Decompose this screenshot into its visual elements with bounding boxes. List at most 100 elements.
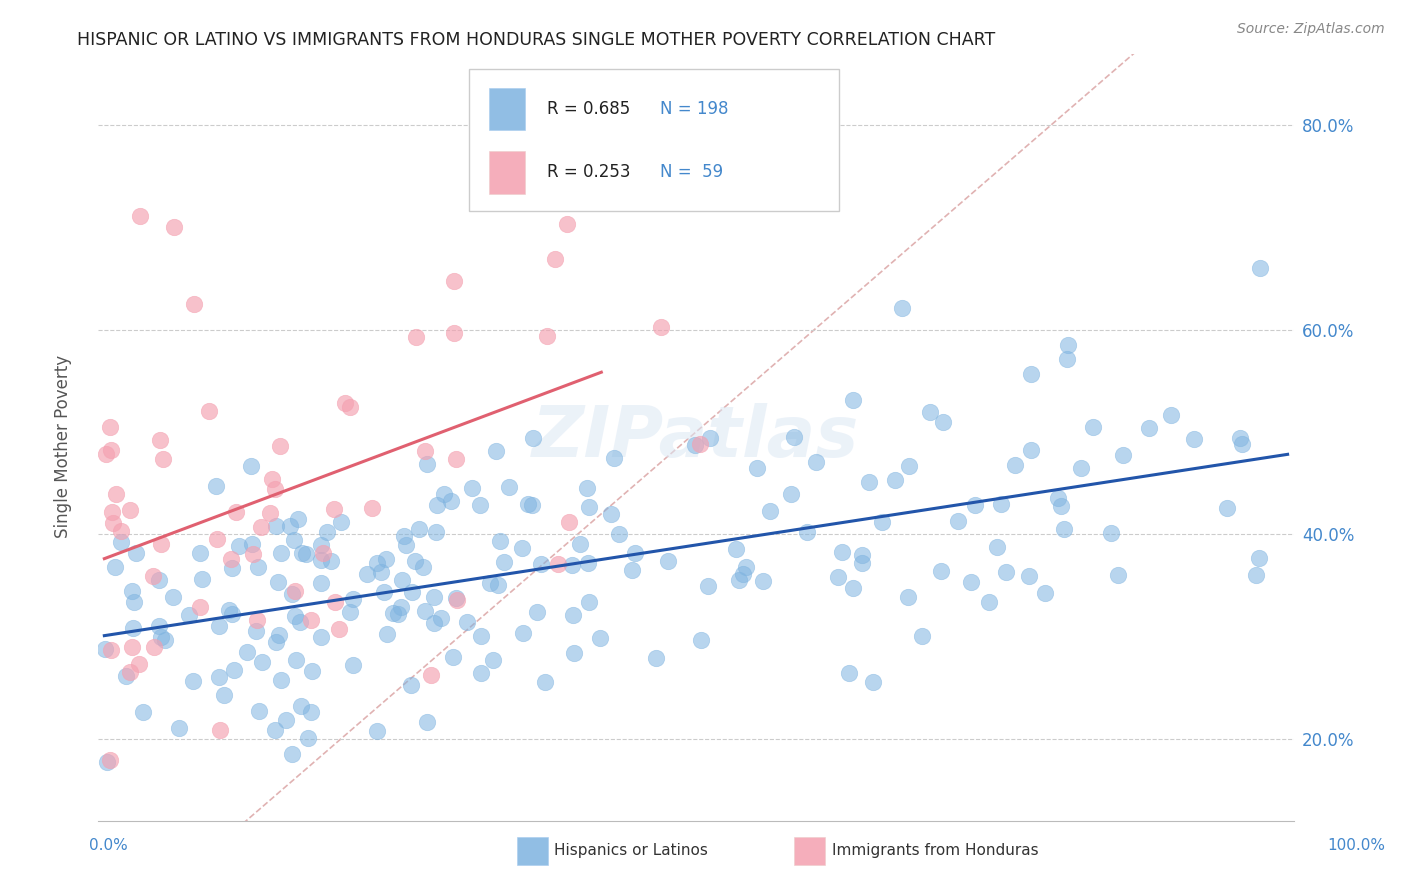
Point: [219, 552, 242, 566]
Point: [918, 405, 941, 419]
Point: [512, 626, 534, 640]
Point: [342, 658, 364, 673]
Point: [246, 613, 269, 627]
Point: [208, 669, 231, 683]
Point: [392, 528, 415, 542]
Text: HISPANIC OR LATINO VS IMMIGRANTS FROM HONDURAS SINGLE MOTHER POVERTY CORRELATION: HISPANIC OR LATINO VS IMMIGRANTS FROM HO…: [77, 31, 995, 49]
Point: [444, 591, 467, 605]
Point: [1229, 431, 1251, 445]
Point: [1047, 491, 1070, 505]
Point: [328, 623, 350, 637]
Point: [104, 559, 127, 574]
Point: [842, 392, 865, 407]
Point: [1137, 421, 1160, 435]
Text: Immigrants from Honduras: Immigrants from Honduras: [832, 844, 1039, 858]
Point: [104, 487, 127, 501]
Point: [333, 396, 356, 410]
Point: [468, 499, 491, 513]
Point: [1244, 567, 1267, 582]
Text: 0.0%: 0.0%: [89, 838, 128, 853]
Point: [221, 607, 243, 621]
Point: [430, 610, 453, 624]
Point: [120, 503, 142, 517]
Point: [291, 546, 314, 560]
Point: [858, 475, 880, 490]
Point: [831, 545, 853, 559]
Text: 100.0%: 100.0%: [1327, 838, 1385, 853]
Point: [1070, 461, 1092, 475]
Text: Single Mother Poverty: Single Mother Poverty: [55, 354, 72, 538]
Point: [543, 252, 565, 266]
Point: [870, 515, 893, 529]
Point: [395, 538, 418, 552]
Point: [752, 574, 775, 588]
Point: [323, 594, 346, 608]
Point: [294, 547, 316, 561]
Point: [735, 559, 758, 574]
Point: [167, 721, 190, 735]
Point: [224, 663, 246, 677]
Point: [98, 753, 121, 767]
Point: [1004, 458, 1026, 472]
Point: [401, 678, 423, 692]
Point: [1019, 442, 1042, 457]
Point: [419, 668, 441, 682]
Point: [245, 624, 267, 639]
Point: [360, 501, 382, 516]
Point: [259, 507, 281, 521]
Point: [100, 642, 122, 657]
Point: [183, 297, 205, 311]
Point: [1111, 448, 1133, 462]
Point: [492, 555, 515, 569]
Point: [221, 560, 243, 574]
Point: [381, 606, 404, 620]
Point: [181, 674, 204, 689]
Point: [562, 646, 585, 660]
Point: [510, 541, 533, 555]
Point: [697, 579, 720, 593]
Point: [569, 537, 592, 551]
Point: [284, 583, 307, 598]
Point: [731, 567, 754, 582]
Point: [264, 519, 287, 533]
Point: [281, 747, 304, 762]
Point: [443, 274, 465, 288]
Point: [489, 533, 512, 548]
Point: [240, 536, 263, 550]
Point: [100, 505, 122, 519]
Point: [838, 665, 860, 680]
Point: [932, 415, 955, 429]
Text: R = 0.685: R = 0.685: [547, 100, 630, 119]
Point: [356, 567, 378, 582]
Point: [150, 630, 173, 644]
Point: [269, 439, 291, 453]
Point: [1249, 260, 1271, 275]
Point: [624, 546, 647, 560]
Point: [562, 608, 585, 623]
Point: [555, 217, 578, 231]
Point: [929, 565, 952, 579]
Point: [121, 583, 143, 598]
Point: [94, 447, 117, 461]
Point: [517, 497, 540, 511]
Point: [330, 515, 353, 529]
Point: [96, 756, 118, 770]
Point: [416, 457, 439, 471]
Point: [401, 585, 423, 599]
Point: [339, 605, 361, 619]
Point: [644, 651, 666, 665]
Point: [162, 591, 184, 605]
Point: [98, 420, 121, 434]
Point: [690, 632, 713, 647]
Point: [827, 570, 849, 584]
Point: [267, 575, 290, 590]
Point: [443, 326, 465, 340]
Point: [370, 565, 392, 579]
Point: [155, 633, 177, 648]
Point: [149, 433, 172, 447]
Point: [163, 220, 186, 235]
Point: [534, 674, 557, 689]
Point: [110, 534, 132, 549]
Point: [415, 715, 437, 730]
Point: [148, 619, 170, 633]
